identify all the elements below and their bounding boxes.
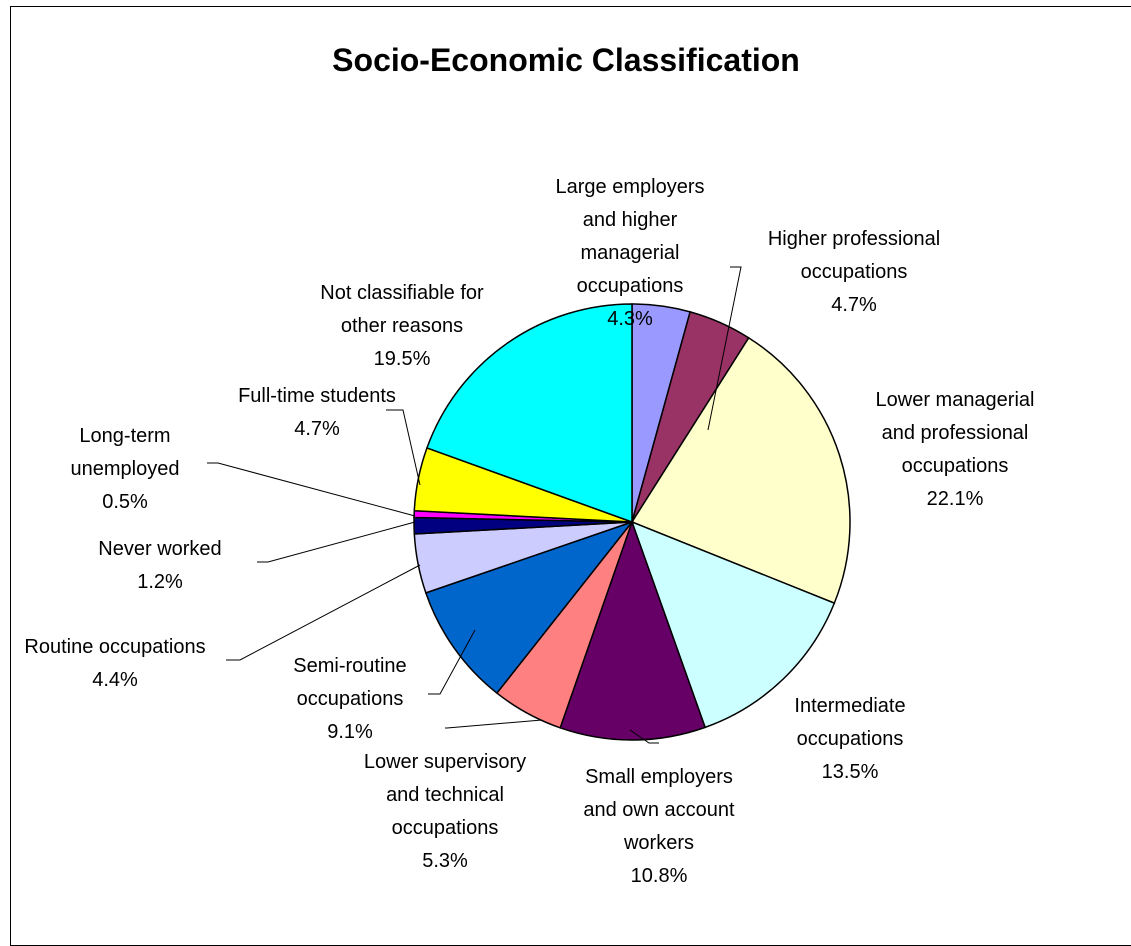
slice-value-label: 4.7% xyxy=(294,418,340,440)
slice-label-full-time-students: Full-time students 4.7% xyxy=(238,385,396,440)
slice-label-line: occupations xyxy=(797,728,904,750)
leader-line-small-employers-and-own-account-workers xyxy=(629,729,659,744)
leader-line-routine-occupations xyxy=(226,564,421,661)
leader-line-never-worked xyxy=(257,521,416,563)
slice-label-large-employers-and-higher-managerial-occupations: Large employers and higher managerial occup… xyxy=(556,176,705,330)
slice-label-semi-routine-occupations: Semi-routine occupations 9.1% xyxy=(293,655,406,743)
slice-label-lower-managerial-and-professional-occupations: Lower managerial and professional occupati… xyxy=(876,389,1035,510)
slice-value-label: 1.2% xyxy=(137,571,183,593)
slice-label-small-employers-and-own-account-workers: Small employers and own account workers 10.… xyxy=(583,766,735,887)
slice-label-line: occupations xyxy=(577,275,684,297)
slice-label-line: Not classifiable for xyxy=(320,282,484,304)
slice-value-label: 10.8% xyxy=(631,865,688,887)
leader-line-full-time-students xyxy=(386,409,421,486)
pie-slice-lower-managerial-and-professional-occupations xyxy=(630,336,851,605)
pie-slice-small-employers-and-own-account-workers xyxy=(559,519,707,741)
slice-label-routine-occupations: Routine occupations 4.4% xyxy=(24,636,205,691)
slice-label-line: Higher professional xyxy=(768,228,940,250)
slice-label-line: workers xyxy=(623,832,694,854)
pie-slices xyxy=(413,303,851,741)
slice-value-label: 5.3% xyxy=(422,850,468,872)
slice-label-not-classifiable-for-other-reasons: Not classifiable for other reasons 19.5% xyxy=(320,282,484,370)
slice-label-line: occupations xyxy=(392,817,499,839)
leader-line-higher-professional-occupations xyxy=(707,266,742,431)
slice-label-line: Full-time students xyxy=(238,385,396,407)
leader-lines xyxy=(207,266,742,744)
slice-labels: Large employers and higher managerial occup… xyxy=(24,176,1034,887)
slice-label-line: Routine occupations xyxy=(24,636,205,658)
slice-value-label: 0.5% xyxy=(102,491,148,513)
slice-value-label: 4.4% xyxy=(92,669,138,691)
slice-label-line: Intermediate xyxy=(794,695,905,717)
chart-title: Socio-Economic Classification xyxy=(332,42,800,78)
slice-value-label: 19.5% xyxy=(374,348,431,370)
slice-label-never-worked: Never worked 1.2% xyxy=(98,538,221,593)
slice-value-label: 4.7% xyxy=(831,294,877,316)
slice-label-line: Never worked xyxy=(98,538,221,560)
slice-label-line: Lower supervisory xyxy=(364,751,526,773)
slice-label-line: and own account xyxy=(583,799,735,821)
slice-label-line: other reasons xyxy=(341,315,463,337)
slice-label-line: Long-term xyxy=(79,425,170,447)
slice-label-line: managerial xyxy=(581,242,680,264)
slice-label-line: Lower managerial xyxy=(876,389,1035,411)
slice-label-line: unemployed xyxy=(71,458,180,480)
slice-label-line: and higher xyxy=(583,209,678,231)
pie-slice-intermediate-occupations xyxy=(630,520,836,729)
slice-value-label: 9.1% xyxy=(327,721,373,743)
slice-label-line: occupations xyxy=(297,688,404,710)
slice-label-long-term-unemployed: Long-term unemployed 0.5% xyxy=(71,425,180,513)
slice-label-line: Small employers xyxy=(585,766,733,788)
slice-label-line: Large employers xyxy=(556,176,705,198)
slice-label-line: and professional xyxy=(882,422,1029,444)
slice-label-line: and technical xyxy=(386,784,504,806)
slice-label-line: occupations xyxy=(801,261,908,283)
leader-line-semi-routine-occupations xyxy=(428,629,476,695)
slice-label-line: Semi-routine xyxy=(293,655,406,677)
slice-value-label: 4.3% xyxy=(607,308,653,330)
leader-line-long-term-unemployed xyxy=(207,462,416,517)
pie-slice-not-classifiable-for-other-reasons xyxy=(426,303,633,524)
pie-slice-semi-routine-occupations xyxy=(424,520,635,695)
slice-label-higher-professional-occupations: Higher professional occupations 4.7% xyxy=(768,228,940,316)
slice-label-lower-supervisory-and-technical-occupations: Lower supervisory and technical occupation… xyxy=(364,751,526,872)
slice-value-label: 22.1% xyxy=(927,488,984,510)
leader-line-lower-supervisory-and-technical-occupations xyxy=(445,719,543,729)
slice-label-line: occupations xyxy=(902,455,1009,477)
slice-value-label: 13.5% xyxy=(822,761,879,783)
slice-label-intermediate-occupations: Intermediate occupations 13.5% xyxy=(794,695,905,783)
